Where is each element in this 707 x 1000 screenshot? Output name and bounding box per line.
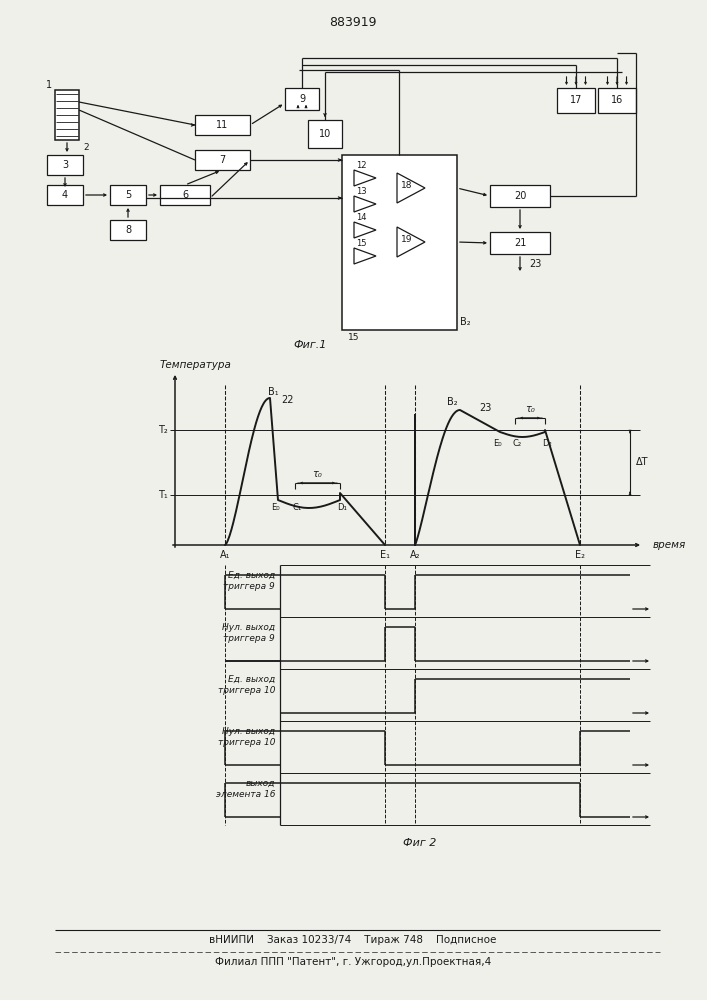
Bar — [490, 185, 550, 207]
Text: E₁: E₁ — [380, 550, 390, 560]
Text: 13: 13 — [356, 188, 367, 196]
Text: 19: 19 — [402, 234, 413, 243]
Text: Температура: Температура — [160, 360, 232, 370]
Bar — [557, 88, 595, 113]
Text: B₂: B₂ — [460, 317, 470, 327]
Text: выход
элемента 16: выход элемента 16 — [216, 779, 275, 799]
Text: T₁: T₁ — [158, 490, 168, 500]
Text: Нул. выход
триггера 10: Нул. выход триггера 10 — [218, 727, 275, 747]
Text: 6: 6 — [182, 190, 188, 200]
Bar — [47, 185, 83, 205]
Text: 9: 9 — [299, 94, 305, 104]
Text: C₂: C₂ — [513, 438, 522, 448]
Bar — [195, 150, 250, 170]
Bar — [47, 155, 83, 175]
Text: A₁: A₁ — [220, 550, 230, 560]
Bar — [160, 185, 210, 205]
Text: 7: 7 — [219, 155, 225, 165]
Text: A₂: A₂ — [410, 550, 420, 560]
Text: E₀: E₀ — [271, 504, 279, 512]
Text: D₁: D₁ — [337, 504, 347, 512]
Text: τ₀: τ₀ — [312, 469, 322, 479]
Bar — [195, 115, 250, 135]
Text: 1: 1 — [46, 80, 52, 90]
Bar — [308, 120, 342, 148]
Text: 2: 2 — [83, 142, 88, 151]
Text: Ед. выход
триггера 9: Ед. выход триггера 9 — [223, 571, 275, 591]
Text: B₁: B₁ — [268, 387, 279, 397]
Text: 23: 23 — [529, 259, 541, 269]
Text: 4: 4 — [62, 190, 68, 200]
Text: B₂: B₂ — [447, 397, 457, 407]
Text: 10: 10 — [319, 129, 331, 139]
Bar — [110, 220, 146, 240]
Bar — [598, 88, 636, 113]
Text: 883919: 883919 — [329, 15, 377, 28]
Text: 5: 5 — [125, 190, 131, 200]
Text: 11: 11 — [216, 120, 228, 130]
Text: 14: 14 — [356, 214, 366, 223]
Text: ΔT: ΔT — [636, 457, 648, 467]
Bar — [342, 155, 457, 330]
Text: 15: 15 — [349, 334, 360, 342]
Text: 22: 22 — [282, 395, 294, 405]
Text: C₁: C₁ — [293, 504, 302, 512]
Text: Ед. выход
триггера 10: Ед. выход триггера 10 — [218, 675, 275, 695]
Text: 23: 23 — [479, 403, 491, 413]
Text: D₂: D₂ — [542, 438, 552, 448]
Text: Фиг 2: Фиг 2 — [403, 838, 437, 848]
Text: 17: 17 — [570, 95, 582, 105]
Text: Филиал ППП "Патент", г. Ужгород,ул.Проектная,4: Филиал ППП "Патент", г. Ужгород,ул.Проек… — [215, 957, 491, 967]
Bar — [490, 232, 550, 254]
Text: 8: 8 — [125, 225, 131, 235]
Bar — [110, 185, 146, 205]
Text: τ₀: τ₀ — [525, 404, 535, 414]
Text: 15: 15 — [356, 239, 366, 248]
Text: вНИИПИ    Заказ 10233/74    Тираж 748    Подписное: вНИИПИ Заказ 10233/74 Тираж 748 Подписно… — [209, 935, 497, 945]
Text: E₂: E₂ — [575, 550, 585, 560]
Text: E₀: E₀ — [493, 438, 501, 448]
Text: 21: 21 — [514, 238, 526, 248]
Text: время: время — [653, 540, 686, 550]
Text: 16: 16 — [611, 95, 623, 105]
Text: 12: 12 — [356, 161, 366, 170]
Text: 3: 3 — [62, 160, 68, 170]
Text: Нул. выход
триггера 9: Нул. выход триггера 9 — [222, 623, 275, 643]
Text: 18: 18 — [402, 180, 413, 190]
Bar — [55, 90, 79, 140]
Text: T₂: T₂ — [158, 425, 168, 435]
Bar — [285, 88, 319, 110]
Text: 20: 20 — [514, 191, 526, 201]
Text: Фиг.1: Фиг.1 — [293, 340, 327, 350]
